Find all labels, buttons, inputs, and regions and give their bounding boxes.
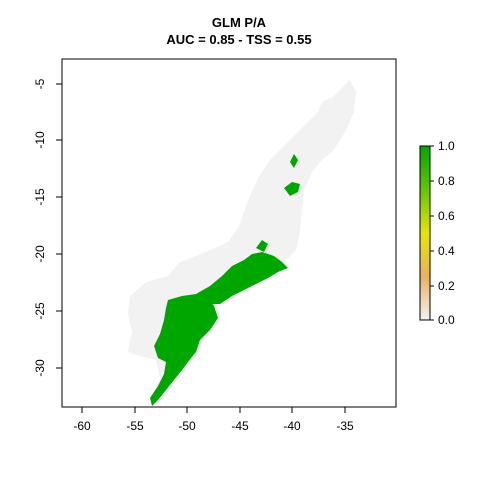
legend-colorbar (419, 145, 431, 321)
x-tick-label: -60 (73, 419, 91, 433)
x-tick-label: -55 (126, 419, 144, 433)
legend-tick-label: 0.2 (438, 279, 455, 293)
x-tick-label: -40 (283, 419, 301, 433)
map-title: GLM P/A (212, 15, 267, 30)
presence-area-northeast (284, 182, 300, 196)
legend-tick-label: 0.6 (438, 209, 455, 223)
y-tick-label: -5 (33, 78, 47, 89)
y-tick-label: -25 (33, 302, 47, 320)
legend-tick-label: 0.8 (438, 174, 455, 188)
y-tick-label: -10 (33, 131, 47, 149)
x-tick-label: -35 (336, 419, 354, 433)
map-area (128, 80, 356, 406)
presence-area-north (290, 154, 298, 168)
presence-area-central (196, 252, 288, 304)
map-subtitle: AUC = 0.85 - TSS = 0.55 (166, 32, 311, 47)
legend: 1.0 0.8 0.6 0.4 0.2 0.0 (419, 139, 455, 327)
legend-tick-label: 1.0 (438, 139, 455, 153)
presence-area-coast (256, 240, 268, 252)
x-tick-label: -50 (178, 419, 196, 433)
y-tick-label: -15 (33, 188, 47, 206)
legend-tick-label: 0.4 (438, 244, 455, 258)
y-tick-label: -30 (33, 359, 47, 377)
study-region-north (296, 90, 350, 158)
x-axis: -60 -55 -50 -45 -40 -35 (73, 406, 354, 433)
y-tick-label: -20 (33, 245, 47, 263)
y-axis: -5 -10 -15 -20 -25 -30 (33, 78, 63, 377)
presence-area-south (150, 294, 218, 406)
x-tick-label: -45 (231, 419, 249, 433)
legend-tick-label: 0.0 (438, 313, 455, 327)
